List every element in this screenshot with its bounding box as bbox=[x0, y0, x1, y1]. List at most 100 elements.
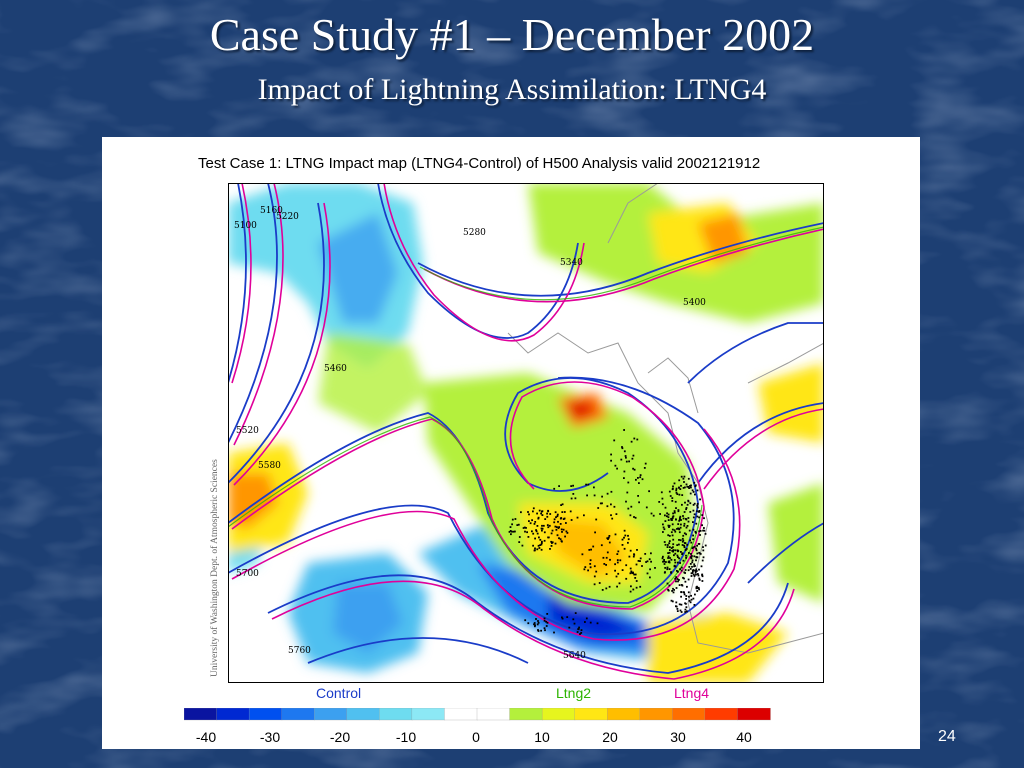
lightning-strike bbox=[540, 548, 543, 551]
lightning-strike bbox=[595, 570, 598, 573]
colorbar-tick-label: 0 bbox=[472, 729, 480, 745]
lightning-strike bbox=[608, 585, 611, 588]
lightning-strike bbox=[684, 486, 686, 489]
lightning-strike bbox=[677, 509, 680, 511]
lightning-strike bbox=[664, 567, 667, 569]
lightning-strike bbox=[577, 628, 580, 631]
lightning-strike bbox=[680, 566, 683, 569]
lightning-strike bbox=[624, 455, 627, 457]
lightning-strike bbox=[687, 520, 690, 523]
lightning-strike bbox=[684, 569, 687, 571]
lightning-strike bbox=[608, 535, 611, 537]
lightning-strike bbox=[690, 486, 692, 489]
lightning-strike bbox=[629, 514, 632, 517]
lightning-strike bbox=[632, 467, 634, 470]
lightning-strike bbox=[639, 560, 641, 562]
lightning-strike bbox=[610, 490, 613, 493]
lightning-strike bbox=[680, 611, 683, 613]
lightning-strike bbox=[682, 576, 684, 579]
lightning-strike bbox=[621, 569, 624, 571]
lightning-strike bbox=[698, 530, 701, 533]
page-number: 24 bbox=[938, 728, 956, 745]
lightning-strike bbox=[679, 526, 682, 529]
lightning-strike bbox=[675, 587, 678, 589]
lightning-strike bbox=[625, 500, 627, 503]
lightning-strike bbox=[684, 580, 687, 583]
lightning-strike bbox=[695, 568, 698, 571]
lightning-strike bbox=[570, 497, 573, 500]
lightning-strike bbox=[688, 566, 691, 568]
lightning-strike bbox=[680, 484, 682, 487]
lightning-strike bbox=[677, 523, 680, 525]
lightning-strike bbox=[609, 558, 611, 561]
lightning-strike bbox=[663, 560, 665, 563]
colorbar-swatch bbox=[216, 708, 250, 721]
lightning-strike bbox=[683, 522, 686, 525]
lightning-strike bbox=[671, 550, 674, 552]
lightning-strike bbox=[676, 554, 679, 557]
colorbar-swatch bbox=[476, 708, 511, 721]
lightning-strike bbox=[601, 589, 604, 591]
lightning-strike bbox=[561, 617, 564, 620]
lightning-strike bbox=[675, 576, 677, 578]
lightning-strike bbox=[564, 535, 566, 538]
lightning-strike bbox=[667, 524, 670, 527]
lightning-strike bbox=[641, 565, 643, 567]
lightning-strike bbox=[628, 555, 631, 558]
lightning-strike bbox=[633, 553, 635, 556]
lightning-strike bbox=[624, 534, 627, 537]
lightning-strike bbox=[691, 565, 693, 568]
lightning-strike bbox=[698, 510, 701, 512]
lightning-strike bbox=[703, 529, 706, 532]
lightning-strike bbox=[676, 578, 679, 580]
lightning-strike bbox=[697, 543, 700, 545]
lightning-strike bbox=[555, 528, 558, 531]
contour-label: 5460 bbox=[324, 364, 347, 374]
lightning-strike bbox=[639, 585, 642, 588]
lightning-strike bbox=[685, 554, 687, 557]
lightning-strike bbox=[625, 460, 628, 463]
lightning-strike bbox=[687, 499, 690, 502]
lightning-strike bbox=[673, 529, 676, 532]
lightning-strike bbox=[685, 526, 688, 529]
lightning-strike bbox=[702, 529, 704, 532]
lightning-strike bbox=[691, 489, 694, 492]
lightning-strike bbox=[606, 505, 609, 508]
lightning-strike bbox=[533, 549, 536, 552]
lightning-strike bbox=[574, 612, 577, 614]
lightning-strike bbox=[685, 483, 688, 486]
lightning-strike bbox=[673, 589, 675, 591]
lightning-strike bbox=[663, 541, 666, 543]
legend-control: Control bbox=[316, 685, 362, 701]
lightning-strike bbox=[669, 495, 672, 497]
lightning-strike bbox=[674, 577, 677, 580]
lightning-strike bbox=[680, 551, 682, 553]
lightning-strike bbox=[683, 544, 686, 547]
lightning-strike bbox=[704, 544, 707, 547]
colorbar-tick-label: 10 bbox=[534, 729, 550, 745]
lightning-strike bbox=[537, 517, 540, 520]
lightning-strike bbox=[605, 573, 608, 575]
lightning-strike bbox=[682, 487, 685, 489]
colorbar-tick-label: 40 bbox=[736, 729, 752, 745]
lightning-strike bbox=[658, 501, 661, 503]
lightning-strike bbox=[692, 528, 695, 531]
lightning-strike bbox=[696, 587, 699, 589]
colorbar-swatch bbox=[346, 708, 380, 721]
lightning-strike bbox=[671, 523, 674, 526]
contour-label: 5160 bbox=[260, 206, 283, 216]
lightning-strike bbox=[589, 563, 592, 565]
lightning-strike bbox=[672, 549, 675, 551]
lightning-strike bbox=[527, 622, 530, 625]
lightning-strike bbox=[508, 531, 511, 533]
lightning-strike bbox=[676, 610, 679, 612]
lightning-strike bbox=[633, 437, 636, 440]
contour-label: 5760 bbox=[288, 646, 311, 656]
lightning-strike bbox=[541, 510, 544, 513]
lightning-strike bbox=[679, 517, 681, 519]
lightning-strike bbox=[672, 587, 674, 590]
lightning-strike bbox=[627, 541, 629, 544]
lightning-strike bbox=[692, 597, 695, 600]
lightning-strike bbox=[667, 589, 670, 592]
lightning-strike bbox=[682, 559, 685, 562]
